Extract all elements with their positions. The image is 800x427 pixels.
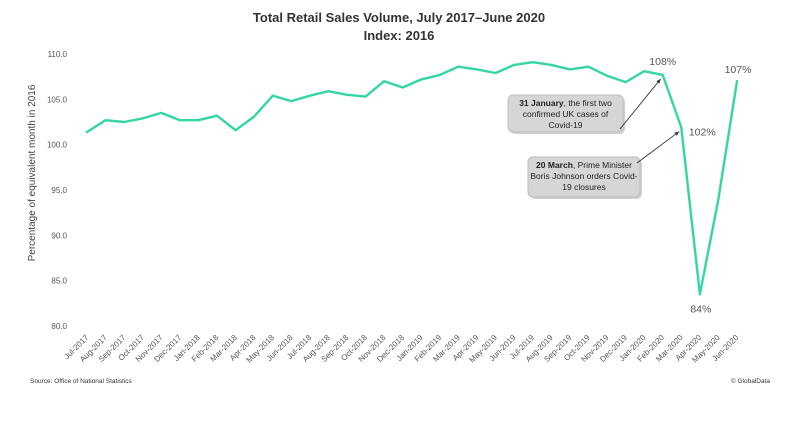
data-point: [568, 68, 571, 71]
annotation-text: 19 closures: [562, 182, 605, 192]
data-label: 84%: [690, 303, 711, 315]
data-point: [550, 63, 553, 66]
y-axis: 80.0 85.0 90.0 95.0 100.0 105.0 110.0: [47, 50, 68, 331]
data-point: [308, 94, 311, 97]
y-axis-label: Percentage of equivalent month in 2016: [27, 84, 38, 261]
data-point: [605, 74, 609, 77]
annotation-arrow: [619, 78, 662, 130]
data-point: [643, 70, 646, 73]
data-point: [475, 68, 479, 71]
data-point: [513, 63, 516, 66]
x-axis: Jul-2017Aug-2017Sep-2017Oct-2017Nov-2017…: [62, 333, 740, 365]
data-point: [531, 61, 534, 64]
y-tick-label: 100.0: [47, 141, 68, 150]
data-point: [141, 117, 144, 120]
data-point: [345, 93, 349, 96]
data-point: [624, 81, 627, 84]
annotation-text: Boris Johnson orders Covid-: [530, 171, 637, 181]
data-label: 102%: [689, 126, 716, 138]
annotation-box: [507, 94, 624, 133]
data-point: [290, 100, 293, 103]
data-point: [420, 78, 423, 81]
data-point: [438, 73, 441, 76]
annotation-text: 31 January, the first two: [519, 98, 612, 108]
arrow-head: [674, 131, 680, 136]
data-point: [735, 80, 739, 83]
data-label: 108%: [649, 56, 676, 68]
y-tick-label: 105.0: [47, 95, 68, 104]
data-point: [197, 119, 200, 122]
point-labels: 108% 102% 84% 107%: [649, 56, 751, 315]
annotation-box: [527, 156, 641, 198]
data-point: [253, 115, 256, 118]
source-note: Source: Office of National Statistics: [30, 378, 133, 385]
y-tick-label: 95.0: [51, 186, 67, 195]
data-point: [457, 65, 460, 68]
data-point: [234, 129, 237, 132]
data-point: [85, 130, 89, 134]
annotation-text: confirmed UK cases of: [523, 109, 609, 119]
y-tick-label: 110.0: [48, 50, 68, 59]
chart-subtitle: Index: 2016: [364, 28, 435, 43]
y-tick-label: 85.0: [51, 277, 67, 286]
data-point: [383, 80, 386, 83]
data-point: [698, 293, 701, 296]
y-tick-label: 80.0: [51, 322, 67, 331]
data-label: 107%: [725, 64, 752, 76]
data-point: [401, 86, 404, 89]
chart-title: Total Retail Sales Volume, July 2017–Jun…: [253, 10, 545, 25]
data-point: [661, 73, 664, 76]
y-tick-label: 90.0: [51, 231, 67, 240]
series-retail-sales: [85, 61, 739, 296]
data-point: [327, 90, 330, 93]
data-point: [364, 95, 367, 98]
data-point: [494, 71, 497, 75]
data-point: [271, 94, 274, 97]
data-point: [160, 111, 163, 115]
arrow-head: [656, 78, 661, 84]
data-point: [587, 65, 590, 68]
data-point: [178, 119, 181, 122]
annotation-text: Covid-19: [548, 120, 582, 130]
data-point: [680, 126, 683, 129]
annotation-text: 20 March, Prime Minister: [536, 160, 632, 170]
series-line: [85, 61, 739, 296]
data-point: [123, 120, 126, 124]
data-point: [717, 197, 720, 201]
credit-note: © GlobalData: [731, 377, 770, 385]
data-point: [215, 114, 219, 117]
data-point: [104, 119, 107, 122]
annotation-arrow: [636, 131, 680, 164]
